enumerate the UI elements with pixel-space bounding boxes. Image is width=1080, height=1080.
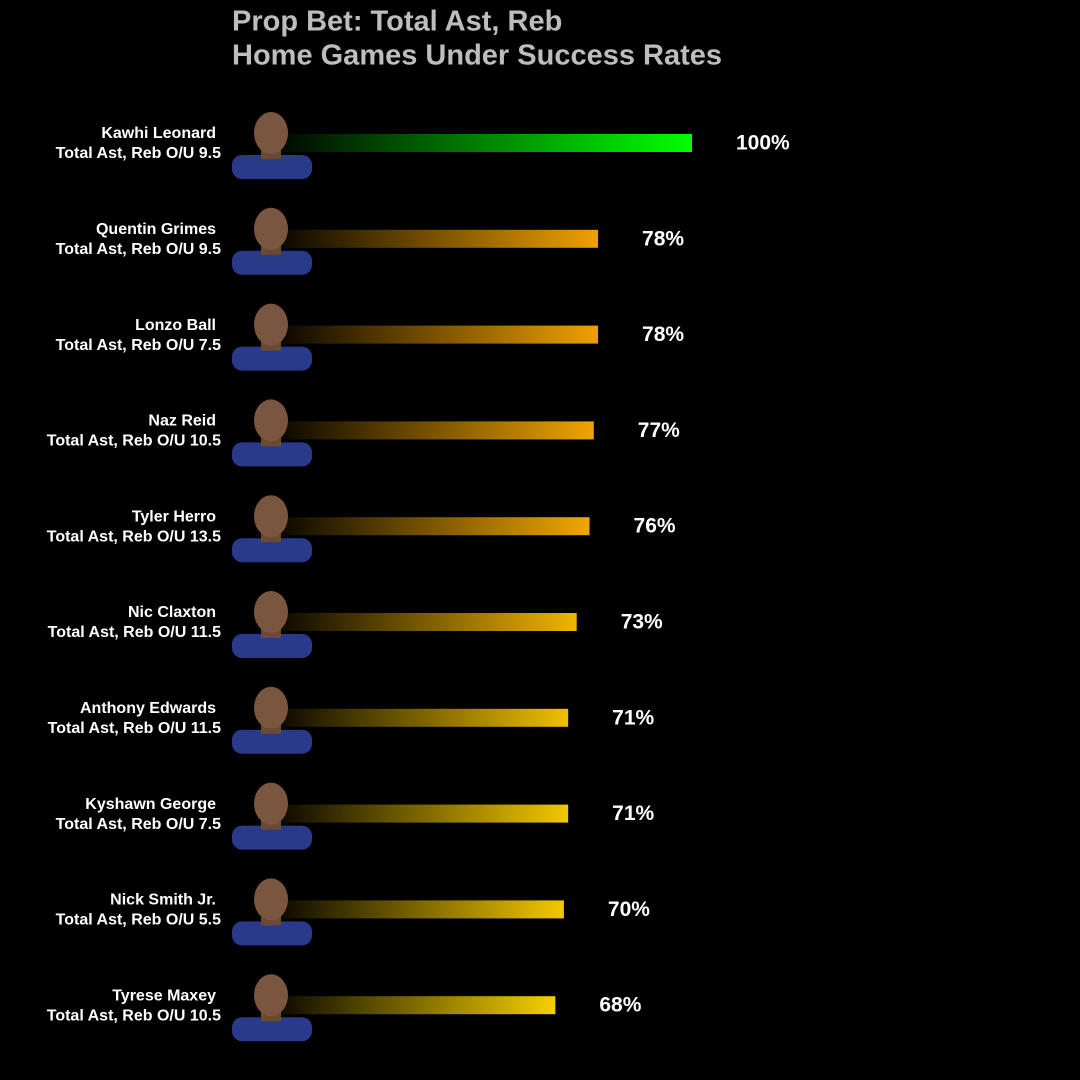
value-label: 76% <box>634 515 676 538</box>
prop-line: Total Ast, Reb O/U 10.5 <box>47 1007 221 1024</box>
prop-line: Total Ast, Reb O/U 5.5 <box>56 912 221 929</box>
prop-line: Total Ast, Reb O/U 9.5 <box>56 145 221 162</box>
player-photo <box>232 591 312 658</box>
player-name: Tyrese Maxey <box>112 987 216 1004</box>
prop-line: Total Ast, Reb O/U 7.5 <box>56 816 221 833</box>
photo-shirt <box>232 250 312 275</box>
bar <box>265 134 692 152</box>
prop-line: Total Ast, Reb O/U 7.5 <box>56 337 221 354</box>
player-name: Anthony Edwards <box>80 700 216 717</box>
bar <box>265 229 599 248</box>
photo-shirt <box>232 825 312 850</box>
photo-head <box>254 303 288 346</box>
photo-head <box>254 878 288 921</box>
bar <box>265 613 577 631</box>
bar <box>265 517 590 536</box>
photo-shirt <box>232 538 312 563</box>
bar <box>265 708 569 727</box>
value-label: 70% <box>608 898 650 921</box>
player-photo <box>232 782 312 850</box>
photo-head <box>254 591 288 633</box>
player-photo <box>232 399 312 467</box>
prop-line: Total Ast, Reb O/U 11.5 <box>48 720 221 737</box>
player-photo <box>232 112 312 179</box>
photo-shirt <box>232 921 312 946</box>
player-photo <box>232 303 312 371</box>
photo-head <box>254 495 288 538</box>
photo-shirt <box>232 155 312 179</box>
player-photo <box>232 974 312 1042</box>
prop-line: Total Ast, Reb O/U 9.5 <box>56 241 221 258</box>
photo-head <box>254 112 288 154</box>
photo-shirt <box>232 729 312 754</box>
prop-line: Total Ast, Reb O/U 11.5 <box>48 624 221 641</box>
photo-head <box>254 974 288 1017</box>
value-label: 71% <box>612 706 654 729</box>
player-name: Kyshawn George <box>85 796 216 813</box>
value-label: 100% <box>736 132 790 155</box>
player-photo <box>232 495 312 563</box>
value-label: 68% <box>599 994 641 1017</box>
player-name: Lonzo Ball <box>135 317 216 334</box>
player-name: Nick Smith Jr. <box>110 892 216 909</box>
player-name: Tyler Herro <box>132 508 216 525</box>
prop-line: Total Ast, Reb O/U 10.5 <box>47 433 221 450</box>
value-label: 77% <box>638 419 680 442</box>
value-label: 71% <box>612 802 654 825</box>
photo-head <box>254 399 288 442</box>
prop-line: Total Ast, Reb O/U 13.5 <box>47 528 221 545</box>
photo-shirt <box>232 1017 312 1042</box>
value-label: 78% <box>642 227 684 250</box>
chart-subtitle: Home Games Under Success Rates <box>232 40 722 72</box>
photo-shirt <box>232 442 312 467</box>
player-name: Naz Reid <box>148 413 216 430</box>
photo-shirt <box>232 634 312 658</box>
bar <box>265 421 594 440</box>
value-label: 73% <box>621 611 663 634</box>
chart-title: Prop Bet: Total Ast, Reb <box>232 6 562 38</box>
bar <box>265 996 556 1015</box>
photo-head <box>254 782 288 825</box>
player-name: Nic Claxton <box>128 604 216 621</box>
photo-head <box>254 686 288 729</box>
player-photo <box>232 878 312 946</box>
value-label: 78% <box>642 323 684 346</box>
player-photo <box>232 207 312 275</box>
bar <box>265 325 599 344</box>
bar <box>265 900 564 919</box>
player-name: Quentin Grimes <box>96 221 216 238</box>
photo-head <box>254 207 288 250</box>
bar <box>265 804 569 823</box>
player-name: Kawhi Leonard <box>101 125 216 142</box>
photo-shirt <box>232 346 312 371</box>
player-photo <box>232 686 312 754</box>
